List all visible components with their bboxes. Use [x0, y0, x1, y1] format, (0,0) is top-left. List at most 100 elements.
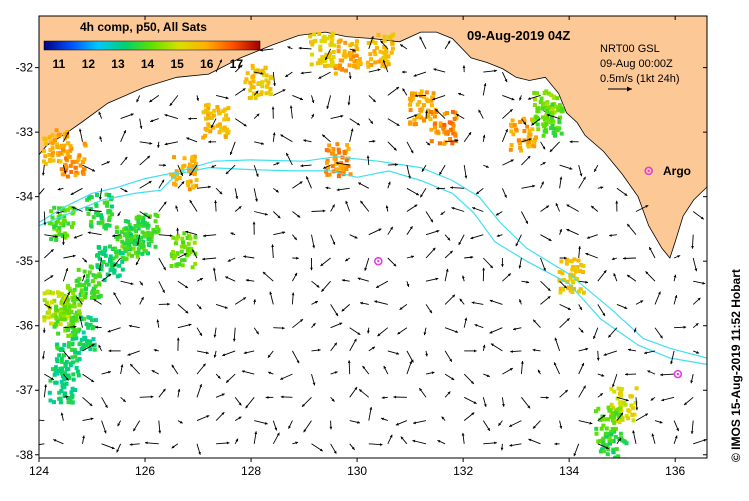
sst-pixel — [102, 225, 106, 229]
sst-pixel — [609, 439, 613, 443]
sst-pixel — [254, 96, 258, 100]
sst-pixel — [69, 317, 73, 321]
sst-pixel — [60, 292, 64, 296]
sst-pixel — [555, 96, 559, 100]
sst-pixel — [309, 40, 313, 44]
sst-pixel — [344, 69, 348, 73]
sst-pixel — [89, 220, 93, 224]
sst-pixel — [126, 220, 130, 224]
sst-pixel — [543, 91, 547, 95]
sst-pixel — [619, 432, 623, 436]
info-line-3: 0.5m/s (1kt 24h) — [600, 73, 679, 85]
sst-pixel — [193, 241, 197, 245]
sst-pixel — [612, 390, 616, 394]
sst-pixel — [137, 215, 141, 219]
colorbar-tick-label: 14 — [141, 57, 155, 71]
y-tick-label: -34 — [16, 190, 34, 204]
sst-pixel — [514, 128, 518, 132]
sst-pixel — [66, 175, 70, 179]
sst-pixel — [82, 167, 86, 171]
sst-pixel — [136, 219, 140, 223]
sst-pixel — [339, 58, 343, 62]
sst-pixel — [182, 244, 186, 248]
sst-pixel — [572, 257, 576, 261]
sst-pixel — [71, 372, 75, 376]
sst-pixel — [249, 96, 253, 100]
sst-pixel — [549, 93, 553, 97]
sst-pixel — [59, 159, 63, 163]
sst-pixel — [369, 63, 373, 67]
sst-pixel — [606, 452, 610, 456]
sst-pixel — [615, 447, 619, 451]
sst-pixel — [49, 237, 53, 241]
sst-pixel — [259, 92, 263, 96]
x-tick-label: 136 — [665, 464, 685, 478]
sst-pixel — [571, 279, 575, 283]
sst-pixel — [558, 116, 562, 120]
sst-pixel — [73, 166, 77, 170]
sst-pixel — [355, 39, 359, 43]
sst-pixel — [86, 274, 90, 278]
sst-pixel — [561, 288, 565, 292]
sst-pixel — [71, 387, 75, 391]
sst-pixel — [438, 141, 442, 145]
sst-pixel — [610, 433, 614, 437]
sst-pixel — [102, 260, 106, 264]
sst-pixel — [65, 234, 69, 238]
sst-pixel — [223, 126, 227, 130]
sst-pixel — [64, 363, 68, 367]
sst-pixel — [535, 91, 539, 95]
sst-pixel — [429, 128, 433, 132]
sst-pixel — [368, 52, 372, 56]
sst-pixel — [70, 394, 74, 398]
sst-pixel — [509, 129, 513, 133]
sst-pixel — [408, 122, 412, 126]
sst-pixel — [570, 290, 574, 294]
sst-pixel — [335, 167, 339, 171]
sst-pixel — [454, 134, 458, 138]
sst-pixel — [90, 195, 94, 199]
sst-pixel — [60, 389, 64, 393]
sst-pixel — [76, 370, 80, 374]
sst-pixel — [61, 148, 65, 152]
sst-pixel — [374, 41, 378, 45]
sst-pixel — [193, 172, 197, 176]
sst-pixel — [510, 143, 514, 147]
sst-pixel — [71, 160, 75, 164]
sst-pixel — [536, 127, 540, 131]
sst-pixel — [335, 142, 339, 146]
sst-pixel — [59, 222, 63, 226]
y-tick-label: -37 — [16, 383, 34, 397]
sst-pixel — [215, 105, 219, 109]
imos-credit: © IMOS 15-Aug-2019 11:52 Hobart — [729, 269, 743, 462]
sst-pixel — [385, 54, 389, 58]
sst-pixel — [518, 146, 522, 150]
sst-pixel — [59, 400, 63, 404]
sst-pixel — [319, 59, 323, 63]
sst-pixel — [83, 336, 87, 340]
sst-pixel — [43, 154, 47, 158]
sst-pixel — [206, 122, 210, 126]
sst-pixel — [64, 163, 68, 167]
sst-pixel — [251, 74, 255, 78]
sst-pixel — [328, 43, 332, 47]
sst-pixel — [444, 140, 448, 144]
sst-pixel — [318, 45, 322, 49]
sst-pixel — [70, 225, 74, 229]
sst-pixel — [532, 144, 536, 148]
sst-pixel — [390, 51, 394, 55]
sst-pixel — [422, 119, 426, 123]
sst-pixel — [356, 61, 360, 65]
info-line-1: NRT00 GSL — [600, 43, 660, 55]
sst-pixel — [77, 373, 81, 377]
sst-pixel — [388, 37, 392, 41]
sst-pixel — [226, 117, 230, 121]
sst-pixel — [59, 397, 63, 401]
sst-pixel — [153, 230, 157, 234]
sst-pixel — [62, 343, 66, 347]
sst-pixel — [383, 35, 387, 39]
sst-pixel — [134, 229, 138, 233]
sst-pixel — [574, 270, 578, 274]
sst-pixel — [60, 360, 64, 364]
sst-pixel — [147, 242, 151, 246]
